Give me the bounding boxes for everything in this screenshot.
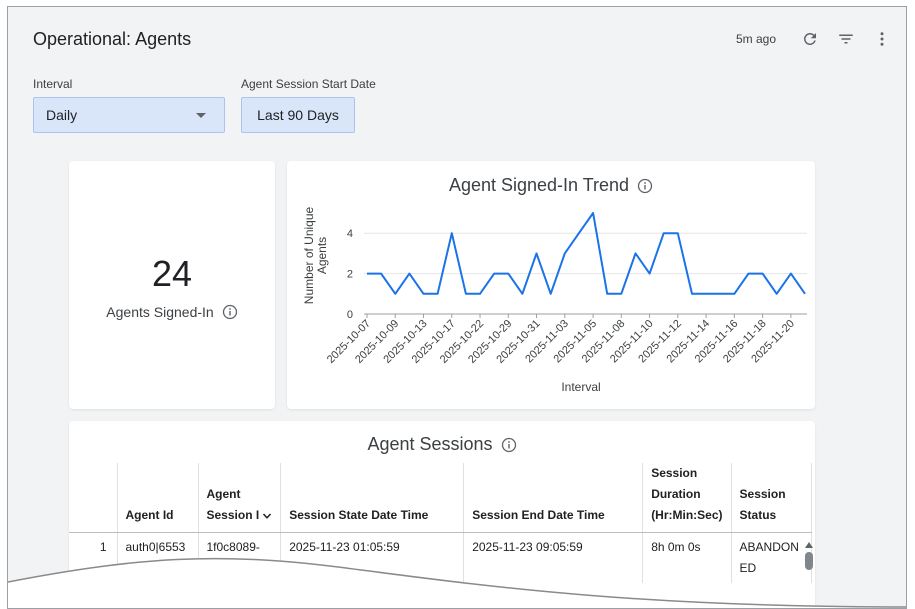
trend-title-row: Agent Signed-In Trend	[287, 175, 815, 196]
cell-text: 1f0c8089-	[206, 540, 260, 554]
header-text: Session	[739, 487, 786, 501]
header-text: Session End Date Time	[472, 508, 605, 522]
header-text: Session I	[206, 508, 260, 522]
signed-in-trend-card: Agent Signed-In Trend 0 2 4 2025-10-07 2025-…	[287, 161, 815, 409]
row-number-header	[69, 463, 118, 533]
info-icon[interactable]	[637, 178, 653, 194]
start-date-filter-label: Agent Session Start Date	[241, 77, 376, 91]
header-text: Duration	[651, 487, 701, 501]
info-icon[interactable]	[501, 437, 517, 453]
scroll-up-icon[interactable]	[805, 542, 813, 548]
info-icon[interactable]	[222, 304, 238, 320]
header-text: Agent Id	[125, 508, 174, 522]
cell-text: auth0|6553	[125, 540, 186, 554]
agents-signed-in-card: 24 Agents Signed-In	[69, 161, 275, 409]
header-text: Agent	[206, 487, 241, 501]
cell-session-duration: 8h 0m 0s	[642, 532, 732, 583]
column-header-session-duration[interactable]: Session Duration (Hr:Min:Sec)	[642, 463, 732, 533]
column-header-session-end[interactable]: Session End Date Time	[463, 463, 644, 533]
y-axis-label: Number of UniqueAgents	[302, 206, 329, 304]
sort-descending-icon[interactable]	[262, 511, 272, 521]
header-text: Status	[739, 508, 777, 522]
y-tick-label: 4	[347, 228, 353, 240]
cell-text: ABANDON	[739, 540, 799, 554]
y-tick-label: 2	[347, 269, 353, 281]
agents-signed-in-label-row: Agents Signed-In	[69, 304, 275, 320]
trend-title: Agent Signed-In Trend	[448, 175, 630, 195]
dashboard-frame: Operational: Agents 5m ago Interval Dail…	[7, 6, 907, 609]
agent-sessions-table: Agent Id Agent Session I	[69, 463, 812, 583]
header-text: Session	[651, 466, 698, 480]
x-axis-label: Interval	[561, 380, 600, 394]
last-updated-text: 5m ago	[735, 32, 776, 46]
table-header-row: Agent Id Agent Session I	[69, 463, 812, 533]
interval-select[interactable]: Daily	[33, 97, 225, 133]
cell-text: ED	[739, 561, 757, 575]
header-actions: 5m ago	[736, 27, 896, 51]
start-date-select[interactable]: Last 90 Days	[241, 97, 355, 133]
dropdown-arrow-icon	[196, 113, 206, 118]
agent-sessions-card: Agent Sessions Agent Id	[69, 421, 815, 608]
column-header-session-status[interactable]: Session Status	[731, 463, 812, 533]
column-header-agent-id[interactable]: Agent Id	[117, 463, 199, 533]
sessions-title: Agent Sessions	[367, 434, 493, 454]
y-tick-label: 0	[347, 309, 353, 321]
torn-edge-decoration	[8, 557, 906, 608]
agents-signed-in-label: Agents Signed-In	[106, 304, 214, 320]
column-header-agent-session-id[interactable]: Agent Session I	[198, 463, 282, 533]
scrollbar-thumb[interactable]	[805, 552, 813, 570]
cell-session-end: 2025-11-23 09:05:59	[463, 532, 644, 583]
filter-icon[interactable]	[832, 27, 860, 51]
refresh-icon[interactable]	[796, 27, 824, 51]
page-title: Operational: Agents	[33, 29, 192, 49]
more-vert-icon[interactable]	[868, 27, 896, 51]
trend-line-chart: 0242025-10-072025-10-092025-10-132025-10…	[302, 206, 807, 394]
header-text-row: Session I	[207, 505, 273, 526]
agents-signed-in-value: 24	[151, 253, 193, 294]
interval-select-value: Daily	[46, 107, 78, 123]
table-scrollbar[interactable]	[802, 537, 815, 608]
header-text: Session State Date Time	[289, 508, 429, 522]
header-text: (Hr:Min:Sec)	[651, 508, 723, 522]
column-header-session-start[interactable]: Session State Date Time	[280, 463, 465, 533]
start-date-select-value: Last 90 Days	[257, 107, 339, 123]
sessions-title-row: Agent Sessions	[69, 434, 815, 455]
series-line	[367, 212, 806, 295]
interval-filter-label: Interval	[33, 77, 73, 91]
cell-session-status: ABANDON ED	[731, 532, 812, 583]
